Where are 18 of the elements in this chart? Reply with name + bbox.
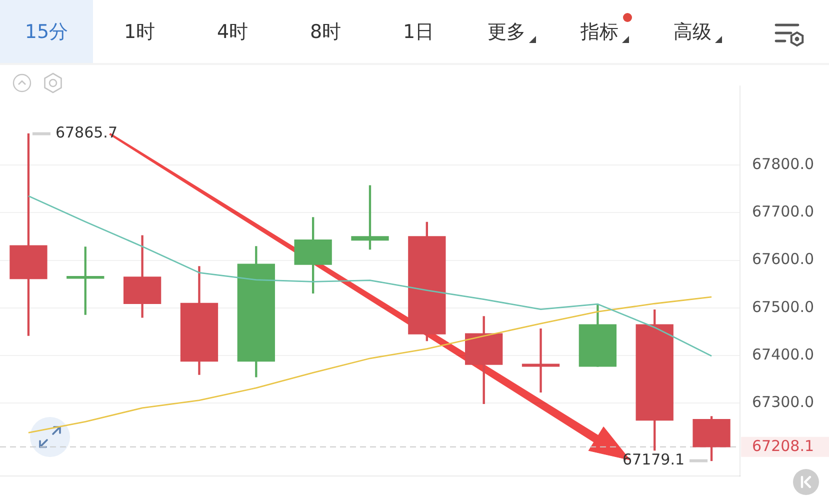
text: 1日 bbox=[402, 20, 434, 44]
annotation: 67865.7 bbox=[55, 124, 118, 142]
text: 更多 bbox=[488, 20, 526, 44]
y-tick-label: 67800.0 bbox=[752, 154, 814, 173]
y-tick-label: 67600.0 bbox=[752, 250, 814, 268]
text: 15分 bbox=[24, 20, 68, 44]
annotation: 67179.1 bbox=[622, 450, 685, 469]
y-tick-label: 67300.0 bbox=[752, 393, 814, 412]
y-tick-label: 67700.0 bbox=[752, 202, 814, 221]
ref-line-label: 67208.1 bbox=[752, 436, 814, 455]
text: 1时 bbox=[124, 20, 156, 44]
candlestick bbox=[522, 328, 560, 393]
text: 8时 bbox=[310, 20, 342, 44]
y-tick-label: 67400.0 bbox=[752, 345, 814, 364]
y-tick-label: 67500.0 bbox=[752, 298, 814, 316]
text: 高级 bbox=[674, 20, 712, 44]
text: 指标 bbox=[580, 20, 618, 44]
text: 4时 bbox=[216, 20, 248, 44]
